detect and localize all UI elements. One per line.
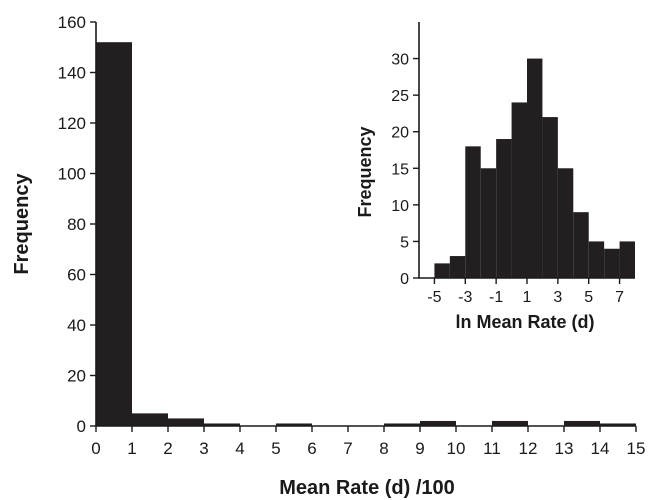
main-x-tick-label: 8 (379, 439, 388, 458)
inset-bar (527, 58, 543, 279)
main-x-tick-label: 0 (91, 439, 100, 458)
main-y-tick-label: 120 (58, 114, 86, 133)
main-x-tick-label: 6 (307, 439, 316, 458)
main-y-axis-title: Frequency (11, 173, 33, 275)
inset-x-tick-label: -5 (427, 289, 441, 306)
inset-y-axis-title: Frequency (355, 126, 375, 217)
inset-x-tick-label: 7 (615, 289, 624, 306)
inset-y-tick-label: 15 (391, 161, 409, 178)
main-y-tick-label: 40 (67, 316, 86, 335)
main-bar (96, 42, 132, 426)
inset-y-tick-label: 30 (391, 52, 409, 69)
main-y-tick-label: 80 (67, 215, 86, 234)
main-bar (276, 423, 312, 426)
main-x-tick-label: 7 (343, 439, 352, 458)
inset-bar (619, 241, 635, 278)
main-bar (420, 420, 456, 426)
main-bar (564, 420, 600, 426)
main-x-tick-label: 14 (591, 439, 610, 458)
inset-bar (434, 263, 450, 278)
main-y-tick-label: 60 (67, 266, 86, 285)
inset-histogram: 0 5 10 15 20 25 30 -5 -3 -1 1 3 5 7 ln Mean Rate (d)… (355, 22, 635, 332)
inset-y-tick-label: 10 (391, 198, 409, 215)
main-bar (492, 420, 528, 426)
inset-bars (434, 58, 635, 279)
inset-bar (511, 102, 527, 278)
main-y-tick-label: 20 (67, 367, 86, 386)
inset-x-tick-label: 5 (584, 289, 593, 306)
main-y-tick-label: 0 (77, 417, 86, 436)
main-y-tick-label: 160 (58, 13, 86, 32)
inset-y-tick-label: 25 (391, 88, 409, 105)
inset-y-tick-label: 20 (391, 125, 409, 142)
main-x-tick-label: 12 (519, 439, 538, 458)
inset-x-tick-label: -3 (458, 289, 472, 306)
main-x-tick-label: 10 (447, 439, 466, 458)
main-x-tick-label: 3 (199, 439, 208, 458)
inset-y-tick-label: 5 (400, 234, 409, 251)
inset-bar (604, 248, 620, 278)
main-y-ticks: 0 20 40 60 80 100 120 140 160 (58, 13, 96, 436)
main-bars (96, 42, 636, 426)
main-y-tick-label: 140 (58, 64, 86, 83)
main-bar (168, 418, 204, 426)
inset-bar (557, 168, 574, 278)
main-x-tick-label: 15 (627, 439, 646, 458)
main-x-tick-label: 9 (415, 439, 424, 458)
inset-bar (588, 241, 605, 278)
inset-x-tick-label: 3 (553, 289, 562, 306)
inset-bar (465, 146, 481, 278)
main-bar (204, 423, 240, 426)
inset-x-tick-label: 1 (523, 289, 532, 306)
main-x-tick-label: 5 (271, 439, 280, 458)
inset-y-ticks: 0 5 10 15 20 25 30 (391, 52, 419, 288)
main-x-tick-label: 13 (555, 439, 574, 458)
main-x-tick-label: 11 (483, 439, 501, 458)
inset-y-tick-label: 0 (400, 271, 409, 288)
inset-x-tick-label: -1 (489, 289, 503, 306)
main-x-tick-label: 1 (127, 439, 136, 458)
main-x-tick-label: 2 (163, 439, 172, 458)
inset-x-axis-title: ln Mean Rate (d) (455, 312, 594, 332)
main-y-tick-label: 100 (58, 165, 86, 184)
main-bar (132, 413, 168, 426)
main-x-ticks: 0 1 2 3 4 5 6 7 8 9 10 11 12 13 14 15 (91, 426, 645, 458)
main-x-tick-label: 4 (235, 439, 244, 458)
main-x-axis-title: Mean Rate (d) /100 (279, 477, 455, 499)
main-bar (600, 423, 636, 426)
inset-bar (496, 139, 512, 278)
inset-bar (542, 117, 558, 278)
inset-bar (480, 168, 497, 278)
inset-bar (573, 212, 589, 278)
main-bar (384, 423, 420, 426)
inset-x-ticks: -5 -3 -1 1 3 5 7 (427, 278, 624, 306)
inset-bar (449, 256, 466, 278)
